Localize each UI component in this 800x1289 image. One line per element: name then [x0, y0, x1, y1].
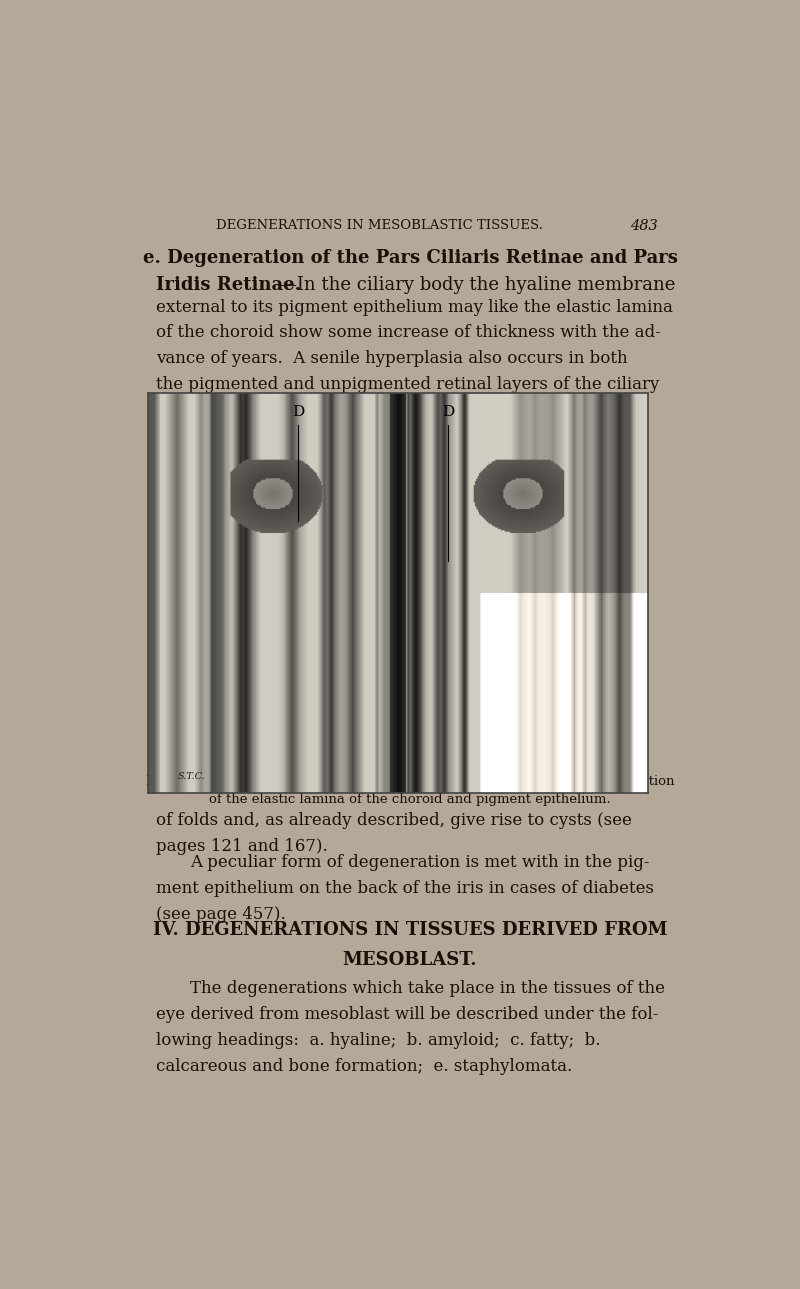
Text: pages 121 and 167).: pages 121 and 167). — [156, 838, 327, 855]
Text: body, the latter may become protruded inward in the form: body, the latter may become protruded in… — [156, 402, 648, 419]
Text: calcareous and bone formation;  e. staphylomata.: calcareous and bone formation; e. staphy… — [156, 1058, 572, 1075]
Text: Iridis Retinae.: Iridis Retinae. — [156, 276, 301, 294]
Text: D: D — [292, 405, 304, 419]
Text: The degenerations which take place in the tissues of the: The degenerations which take place in th… — [190, 981, 665, 998]
Text: MESOBLAST.: MESOBLAST. — [342, 951, 478, 969]
Text: 483: 483 — [630, 219, 658, 233]
Text: eye derived from mesoblast will be described under the fol-: eye derived from mesoblast will be descr… — [156, 1007, 658, 1023]
Text: of the elastic lamina of the choroid and pigment epithelium.: of the elastic lamina of the choroid and… — [209, 793, 611, 806]
Text: e. Degeneration of the Pars Ciliaris Retinae and Pars: e. Degeneration of the Pars Ciliaris Ret… — [142, 249, 678, 267]
Text: Fig. 215.—Hyaline formations in the head of the optic nerve at the termination: Fig. 215.—Hyaline formations in the head… — [146, 775, 674, 788]
Text: IV. DEGENERATIONS IN TISSUES DERIVED FROM: IV. DEGENERATIONS IN TISSUES DERIVED FRO… — [153, 920, 667, 938]
Text: vance of years.  A senile hyperplasia also occurs in both: vance of years. A senile hyperplasia als… — [156, 351, 627, 367]
Text: —In the ciliary body the hyaline membrane: —In the ciliary body the hyaline membran… — [278, 276, 675, 294]
Text: of folds and, as already described, give rise to cysts (see: of folds and, as already described, give… — [156, 812, 632, 829]
Text: of the choroid show some increase of thickness with the ad-: of the choroid show some increase of thi… — [156, 325, 661, 342]
Text: lowing headings:  a. hyaline;  b. amyloid;  c. fatty;  b.: lowing headings: a. hyaline; b. amyloid;… — [156, 1032, 600, 1049]
Text: external to its pigment epithelium may like the elastic lamina: external to its pigment epithelium may l… — [156, 299, 673, 316]
Text: S.T.C.: S.T.C. — [178, 772, 206, 781]
Text: D: D — [442, 405, 454, 419]
Text: DEGENERATIONS IN MESOBLASTIC TISSUES.: DEGENERATIONS IN MESOBLASTIC TISSUES. — [215, 219, 542, 232]
Text: (see page 457).: (see page 457). — [156, 906, 286, 923]
Text: the pigmented and unpigmented retinal layers of the ciliary: the pigmented and unpigmented retinal la… — [156, 376, 659, 393]
Text: ment epithelium on the back of the iris in cases of diabetes: ment epithelium on the back of the iris … — [156, 880, 654, 897]
Text: A peculiar form of degeneration is met with in the pig-: A peculiar form of degeneration is met w… — [190, 855, 650, 871]
